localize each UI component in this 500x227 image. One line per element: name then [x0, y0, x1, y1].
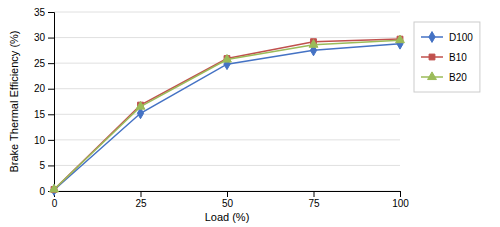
- tick-label: 100: [392, 198, 409, 209]
- legend-frame: [414, 22, 480, 92]
- axis-line: [48, 13, 55, 192]
- tick-label: 25: [34, 58, 46, 69]
- data-marks: [50, 35, 405, 195]
- x-axis-title: Load (%): [205, 211, 250, 223]
- grid-line: [54, 114, 400, 115]
- tick-mark: [314, 191, 315, 197]
- marker: [396, 35, 405, 43]
- grid-line: [54, 88, 400, 89]
- legend-marker: [428, 72, 437, 80]
- legend-label: B20: [449, 72, 467, 83]
- tick-mark: [141, 191, 142, 197]
- legend: D100 B10 B20: [414, 22, 480, 92]
- legend-item: B10: [421, 52, 467, 63]
- marker: [309, 40, 318, 48]
- tick-label: 0: [39, 186, 45, 197]
- tick-mark: [48, 38, 54, 39]
- tick-label: 15: [34, 109, 46, 120]
- tick: 15: [34, 109, 54, 120]
- tick-label: 30: [34, 32, 46, 43]
- y-axis: 0 5 10 15 20 25 30 35: [34, 7, 55, 197]
- marker: [136, 101, 145, 109]
- tick-label: 20: [34, 83, 46, 94]
- legend-label: B10: [449, 52, 467, 63]
- legend-item: B20: [421, 72, 467, 83]
- tick-mark: [48, 63, 54, 64]
- tick-label: 35: [34, 7, 46, 18]
- grid: [54, 12, 400, 191]
- series: [51, 36, 403, 192]
- tick: 50: [222, 191, 234, 209]
- tick-mark: [48, 12, 54, 13]
- plot: 0 25 50 75 100 0 5 10 15 20 25 30 35 Load (%) Brake Th…: [8, 7, 409, 223]
- tick: 30: [34, 32, 54, 43]
- grid-line: [54, 37, 400, 38]
- tick-mark: [48, 165, 54, 166]
- tick-mark: [400, 191, 401, 197]
- series: [51, 38, 403, 195]
- legend-marker: [429, 32, 435, 43]
- tick: 100: [392, 191, 409, 209]
- grid-line: [54, 165, 400, 166]
- line: [54, 44, 400, 190]
- tick-label: 5: [39, 160, 45, 171]
- tick-mark: [48, 114, 54, 115]
- tick: 25: [135, 191, 147, 209]
- tick-label: 75: [308, 198, 320, 209]
- grid-line: [54, 12, 400, 13]
- legend-marker: [429, 54, 435, 60]
- tick: 25: [34, 58, 54, 69]
- y-axis-title: Brake Thermal Efficiency (%): [8, 30, 20, 172]
- marker: [223, 54, 232, 62]
- series: [50, 35, 405, 192]
- tick-label: 25: [135, 198, 147, 209]
- line: [54, 40, 400, 189]
- tick: 10: [34, 135, 54, 146]
- tick-label: 0: [52, 198, 58, 209]
- legend-item: D100: [421, 32, 473, 43]
- tick: 35: [34, 7, 54, 18]
- tick-label: 10: [34, 135, 46, 146]
- x-axis: 0 25 50 75 100: [52, 191, 410, 209]
- tick: 75: [308, 191, 320, 209]
- marker: [50, 184, 59, 192]
- tick-mark: [48, 89, 54, 90]
- tick-mark: [227, 191, 228, 197]
- tick: 20: [34, 83, 54, 94]
- chart: 0 25 50 75 100 0 5 10 15 20 25 30 35 Load (%) Brake Th…: [0, 0, 500, 227]
- tick-label: 50: [222, 198, 234, 209]
- legend-label: D100: [449, 32, 473, 43]
- tick-mark: [48, 140, 54, 141]
- line: [54, 39, 400, 189]
- axis-line: [55, 192, 401, 198]
- tick: 5: [39, 160, 54, 171]
